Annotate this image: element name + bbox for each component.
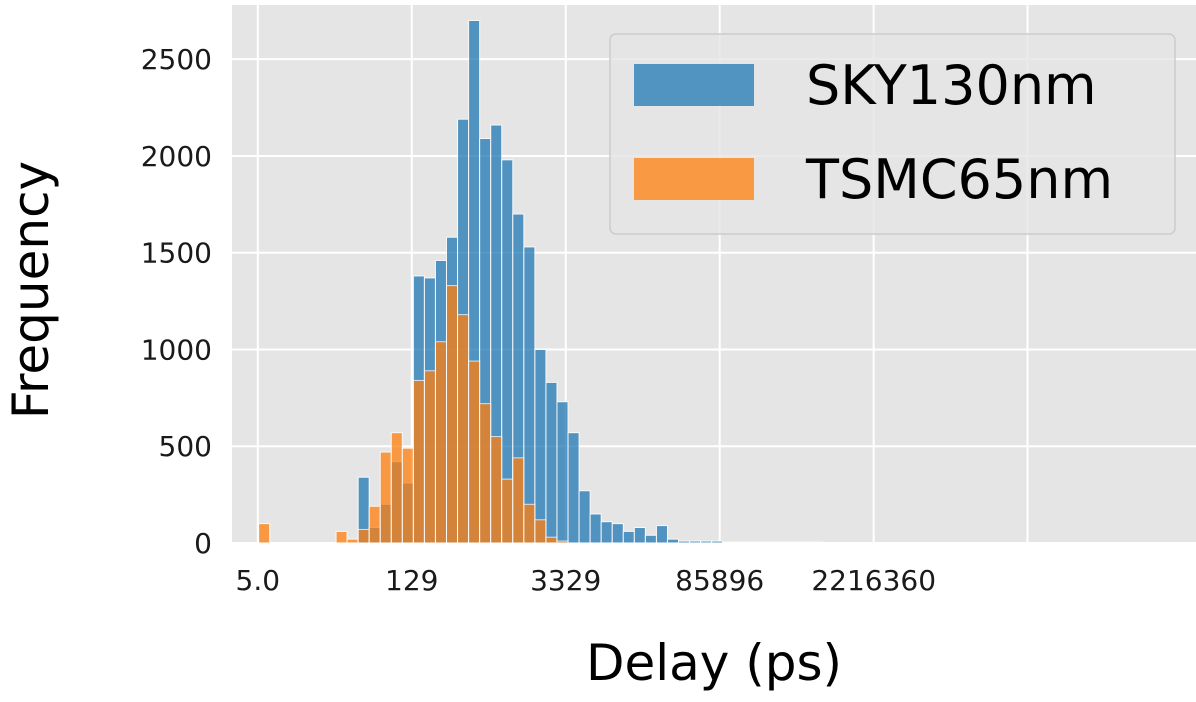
legend-swatch xyxy=(634,64,754,106)
bar xyxy=(523,503,536,544)
bar xyxy=(512,457,525,544)
bar xyxy=(434,341,447,544)
bar xyxy=(700,540,713,544)
bar xyxy=(534,348,547,544)
legend-label: TSMC65nm xyxy=(805,148,1113,211)
bar xyxy=(468,360,481,544)
bar xyxy=(423,370,436,544)
bar xyxy=(545,381,558,544)
bar xyxy=(799,541,812,544)
bar xyxy=(766,541,779,544)
bar xyxy=(379,451,392,544)
bar xyxy=(600,521,613,544)
bar xyxy=(545,536,558,544)
bar xyxy=(611,523,624,544)
y-tick-label: 1000 xyxy=(141,333,212,366)
legend: SKY130nm TSMC65nm xyxy=(609,33,1176,235)
y-tick-label: 2000 xyxy=(141,140,212,173)
bar xyxy=(401,447,414,544)
bar xyxy=(777,541,790,544)
gridlines xyxy=(232,5,1196,544)
bar xyxy=(556,401,569,544)
bar xyxy=(689,540,702,544)
bar xyxy=(655,525,668,544)
y-tick-label: 500 xyxy=(159,430,212,463)
bar xyxy=(644,534,657,544)
x-tick-label: 3329 xyxy=(530,564,601,597)
x-tick-label: 5.0 xyxy=(236,564,281,597)
bar xyxy=(534,519,547,544)
bar xyxy=(788,541,801,544)
y-tick-label: 0 xyxy=(194,527,212,560)
y-tick-label: 1500 xyxy=(141,237,212,270)
bar xyxy=(346,538,359,544)
bar xyxy=(390,432,403,544)
bar xyxy=(556,540,569,544)
x-tick-label: 85896 xyxy=(675,564,764,597)
bar xyxy=(523,246,536,544)
bar xyxy=(810,541,823,544)
bar xyxy=(622,530,635,544)
x-axis-title: Delay (ps) xyxy=(586,634,842,692)
bars xyxy=(258,19,823,544)
bar xyxy=(589,513,602,544)
bar xyxy=(744,541,757,544)
bar xyxy=(666,538,680,544)
bar xyxy=(368,505,381,544)
series-TSMC65nm xyxy=(258,285,569,544)
x-axis-ticks: 5.0 129 3329 85896 2216360 xyxy=(236,564,936,597)
bar xyxy=(711,540,724,544)
bar xyxy=(633,527,646,544)
bar xyxy=(678,540,691,544)
bar xyxy=(755,541,768,544)
bar xyxy=(501,478,514,544)
bar xyxy=(567,432,580,544)
y-axis-title: Frequency xyxy=(2,161,60,419)
bar xyxy=(412,379,425,544)
bar xyxy=(445,285,459,544)
bar xyxy=(258,523,271,544)
bar xyxy=(479,403,492,544)
bar xyxy=(335,530,348,544)
bar xyxy=(722,541,735,544)
bar xyxy=(578,490,591,544)
y-tick-label: 2500 xyxy=(141,43,212,76)
bar xyxy=(733,541,746,544)
bar xyxy=(490,436,503,544)
legend-swatch xyxy=(634,158,754,200)
y-axis-ticks: 0 500 1000 1500 2000 2500 xyxy=(141,43,212,560)
x-tick-label: 2216360 xyxy=(811,564,936,597)
bar xyxy=(357,528,370,544)
x-tick-label: 129 xyxy=(385,564,438,597)
bar xyxy=(457,314,470,544)
legend-label: SKY130nm xyxy=(806,54,1097,117)
